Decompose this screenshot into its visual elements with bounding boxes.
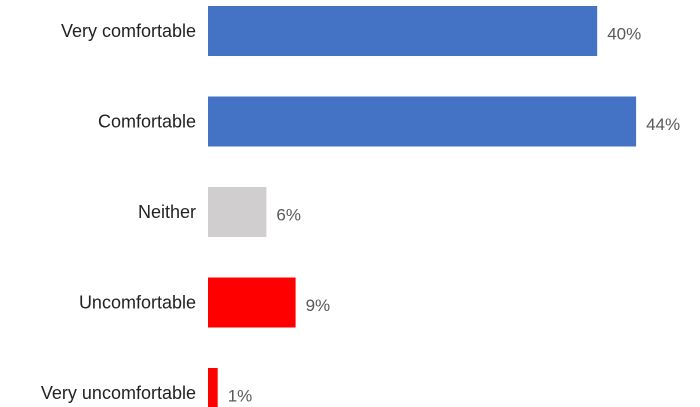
bar-very-uncomfortable <box>208 368 218 407</box>
category-label-comfortable: Comfortable <box>98 112 196 132</box>
category-label-uncomfortable: Uncomfortable <box>79 293 196 313</box>
bars-group <box>208 6 637 407</box>
bar-comfortable <box>208 96 637 147</box>
value-labels: 40% 44% 6% 9% 1% <box>228 25 680 406</box>
bar-uncomfortable <box>208 277 296 328</box>
category-label-neither: Neither <box>138 202 196 222</box>
category-label-very-comfortable: Very comfortable <box>61 21 196 41</box>
value-label-comfortable: 44% <box>646 115 680 134</box>
bar-neither <box>208 187 267 237</box>
value-label-very-comfortable: 40% <box>607 25 641 44</box>
bar-very-comfortable <box>208 6 598 56</box>
value-label-neither: 6% <box>276 206 301 225</box>
category-label-very-uncomfortable: Very uncomfortable <box>41 383 196 403</box>
value-label-very-uncomfortable: 1% <box>228 387 253 406</box>
category-labels: Very comfortable Comfortable Neither Uncomf… <box>41 21 196 403</box>
value-label-uncomfortable: 9% <box>306 296 331 315</box>
